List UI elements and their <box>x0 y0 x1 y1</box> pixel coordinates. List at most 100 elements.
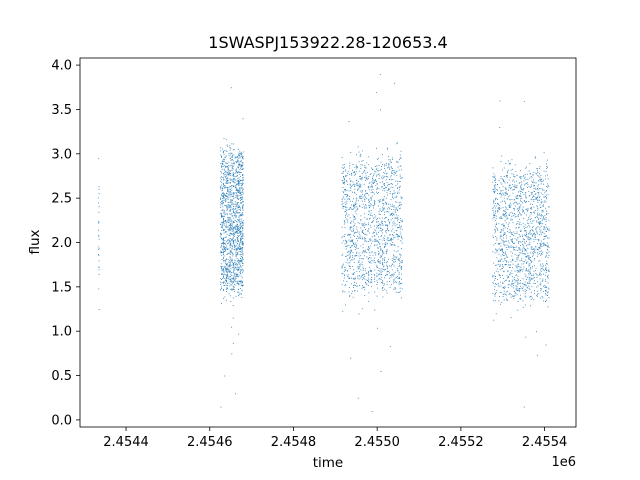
data-point <box>238 194 240 196</box>
data-point <box>494 184 496 186</box>
data-point <box>531 247 533 249</box>
data-point <box>542 183 544 185</box>
data-point <box>224 194 226 196</box>
data-point <box>397 187 398 189</box>
data-point <box>365 193 367 195</box>
data-point <box>240 197 242 198</box>
data-point <box>368 228 370 230</box>
data-point <box>228 239 230 241</box>
data-point <box>497 284 499 286</box>
data-point <box>357 188 359 190</box>
data-point <box>226 207 228 209</box>
data-point <box>227 165 229 166</box>
data-point <box>342 264 344 266</box>
data-point <box>371 195 373 197</box>
data-point <box>341 203 343 205</box>
data-point <box>533 259 535 261</box>
data-point <box>227 249 228 250</box>
data-point <box>508 267 510 268</box>
data-point <box>385 187 387 189</box>
data-point <box>227 193 229 195</box>
data-point <box>361 198 363 200</box>
data-point <box>345 248 347 250</box>
data-point <box>391 244 393 246</box>
data-point <box>366 192 368 194</box>
data-point <box>534 194 536 196</box>
data-point <box>221 279 223 280</box>
data-point <box>226 288 228 289</box>
data-point <box>537 199 539 201</box>
data-point <box>379 256 381 258</box>
data-point <box>224 242 226 244</box>
data-point <box>505 253 506 255</box>
data-point <box>229 165 231 167</box>
data-point <box>361 238 363 240</box>
data-point <box>397 235 399 237</box>
data-point <box>240 266 242 268</box>
data-point <box>540 282 542 284</box>
data-point <box>240 273 242 275</box>
data-point <box>235 161 237 163</box>
data-point <box>233 269 235 271</box>
data-point <box>234 246 236 248</box>
data-point <box>231 233 233 235</box>
outlier-point <box>380 109 381 111</box>
data-point <box>545 170 547 172</box>
data-point <box>392 195 394 197</box>
data-point <box>494 229 496 231</box>
data-point <box>497 242 499 244</box>
data-point <box>368 164 370 166</box>
data-point <box>507 270 509 272</box>
data-point <box>342 202 344 204</box>
data-point <box>515 180 517 182</box>
data-point <box>540 199 542 201</box>
data-point <box>511 270 513 272</box>
data-point <box>224 260 226 261</box>
data-point <box>382 264 384 265</box>
data-point <box>225 231 227 232</box>
data-point <box>528 255 530 257</box>
data-point <box>240 248 242 250</box>
data-point <box>226 209 228 211</box>
data-point <box>519 205 521 207</box>
data-point <box>343 192 345 194</box>
data-point <box>393 256 395 258</box>
data-point <box>507 290 508 292</box>
data-point <box>512 180 513 182</box>
data-point <box>370 192 372 194</box>
data-point <box>357 182 359 184</box>
data-point <box>548 255 550 256</box>
data-point <box>506 216 508 218</box>
data-point <box>230 196 232 197</box>
data-point <box>512 263 514 265</box>
data-point <box>349 277 351 279</box>
data-point <box>504 232 506 234</box>
data-point <box>225 299 227 301</box>
data-point <box>237 203 239 205</box>
data-point <box>533 280 535 282</box>
data-point <box>495 197 497 199</box>
data-point <box>365 268 367 270</box>
data-point <box>374 201 376 203</box>
data-point <box>499 292 501 293</box>
data-point <box>525 230 527 232</box>
data-point <box>227 282 228 284</box>
data-point <box>516 280 518 282</box>
data-point <box>363 223 364 225</box>
data-point <box>224 171 226 173</box>
data-point <box>353 242 354 244</box>
data-point <box>238 199 240 200</box>
data-point <box>222 182 224 184</box>
data-point <box>511 234 513 235</box>
data-point <box>227 180 229 181</box>
data-point <box>351 226 353 228</box>
data-point <box>383 265 385 267</box>
data-point <box>229 262 231 263</box>
data-point <box>493 189 495 191</box>
data-point <box>227 274 229 276</box>
data-point <box>379 227 381 229</box>
data-point <box>377 221 379 223</box>
data-point <box>398 180 400 182</box>
data-point <box>537 252 538 254</box>
data-point <box>223 224 225 226</box>
